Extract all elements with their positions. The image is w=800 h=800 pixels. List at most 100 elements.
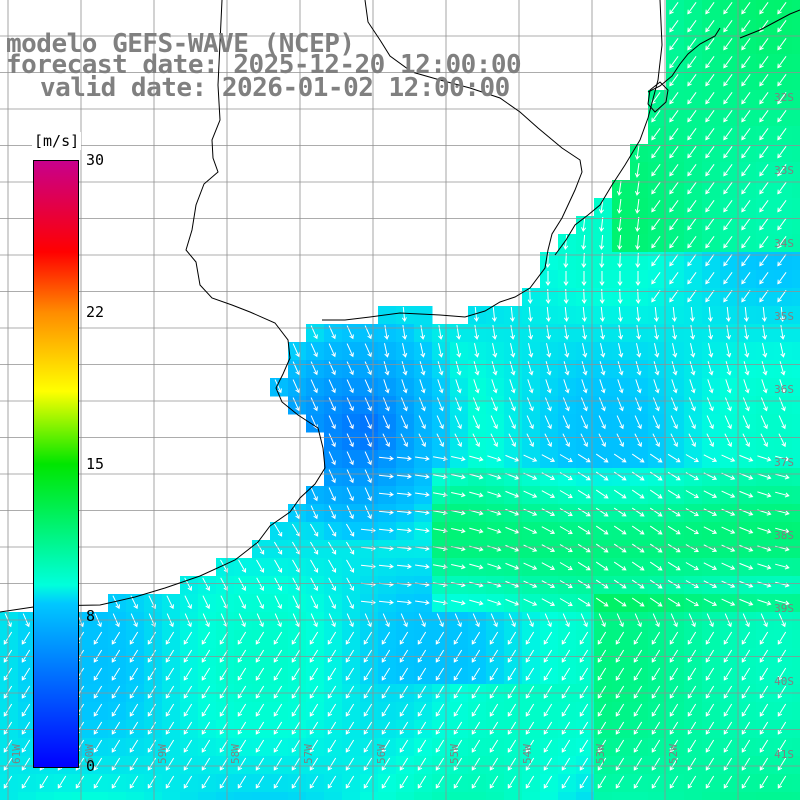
wind-arrow [618,343,624,358]
wind-cell [594,324,613,343]
wind-arrow [165,721,175,735]
lat-label: 32S [774,91,794,104]
wind-arrow [741,2,751,15]
wind-cell [738,342,757,361]
wind-cell [450,468,469,487]
lon-label: 58W [229,744,242,764]
wind-arrow [420,325,426,340]
wind-arrow [291,685,301,699]
wind-arrow [492,343,498,358]
wind-arrow [417,757,427,771]
wind-arrow [129,685,139,699]
wind-cell [576,612,595,631]
wind-arrow [381,721,391,735]
wind-cell [774,414,793,433]
wind-arrow [543,703,553,717]
wind-arrow [703,490,718,498]
wind-cell [108,666,127,685]
wind-cell [666,396,685,415]
wind-arrow [685,562,699,571]
wind-arrow [562,397,570,412]
wind-arrow [777,110,787,123]
wind-arrow [617,379,624,394]
wind-cell [0,792,19,800]
wind-arrow [577,597,591,607]
wind-arrow [292,559,301,573]
wind-cell [180,630,199,649]
wind-cell [468,540,487,559]
wind-cell [558,702,577,721]
wind-cell [738,18,757,37]
wind-cell [792,252,800,271]
wind-arrow [471,631,481,645]
wind-cell [144,594,163,613]
wind-cell [684,648,703,667]
wind-cell [756,432,775,451]
wind-arrow [723,128,733,141]
wind-cell [792,738,800,757]
wind-arrow [759,272,769,285]
wind-cell [270,792,289,800]
wind-arrow [415,600,430,606]
wind-cell [774,396,793,415]
wind-arrow [670,397,678,412]
wind-arrow [599,234,605,250]
wind-arrow [759,703,769,717]
wind-cell [612,180,631,199]
wind-arrow [651,775,661,789]
wind-arrow [759,254,769,267]
wind-cell [720,792,739,800]
wind-arrow [742,433,750,448]
wind-cell [594,774,613,793]
wind-cell [738,414,757,433]
wind-arrow [399,685,409,699]
wind-cell [36,792,55,800]
wind-cell [648,702,667,721]
wind-arrow [759,182,769,195]
wind-arrow [757,455,772,462]
wind-cell [252,666,271,685]
wind-cell [108,594,127,613]
wind-arrow [381,667,391,681]
wind-arrow [451,564,466,570]
wind-cell [180,792,199,800]
wind-cell [792,342,800,361]
wind-cell [504,792,523,800]
wind-arrow [435,739,445,753]
wind-arrow [505,490,520,498]
wind-cell [360,648,379,667]
wind-cell [612,738,631,757]
wind-arrow [489,703,499,717]
wind-arrow [183,757,193,771]
wind-cell [684,108,703,127]
wind-arrow [433,456,448,462]
wind-cell [702,270,721,289]
wind-arrow [651,218,661,231]
wind-cell [540,270,559,289]
wind-cell [666,648,685,667]
wind-arrow [526,397,534,412]
wind-cell [738,108,757,127]
wind-cell [756,648,775,667]
wind-arrow [507,757,517,771]
wind-cell [540,540,559,559]
wind-arrow [634,199,640,214]
wind-arrow [543,649,553,663]
wind-cell [252,576,271,595]
wind-cell [378,630,397,649]
wind-arrow [597,667,607,681]
wind-arrow [292,343,300,358]
wind-arrow [505,562,520,570]
wind-arrow [346,469,354,484]
wind-cell [774,594,793,613]
wind-arrow [705,182,715,195]
wind-arrow [399,721,409,735]
wind-arrow [777,200,787,213]
wind-cell [504,666,523,685]
wind-arrow [469,491,484,498]
wind-cell [504,306,523,325]
wind-arrow [219,757,229,771]
wind-cell [198,738,217,757]
wind-arrow [129,739,139,753]
wind-cell [738,54,757,73]
